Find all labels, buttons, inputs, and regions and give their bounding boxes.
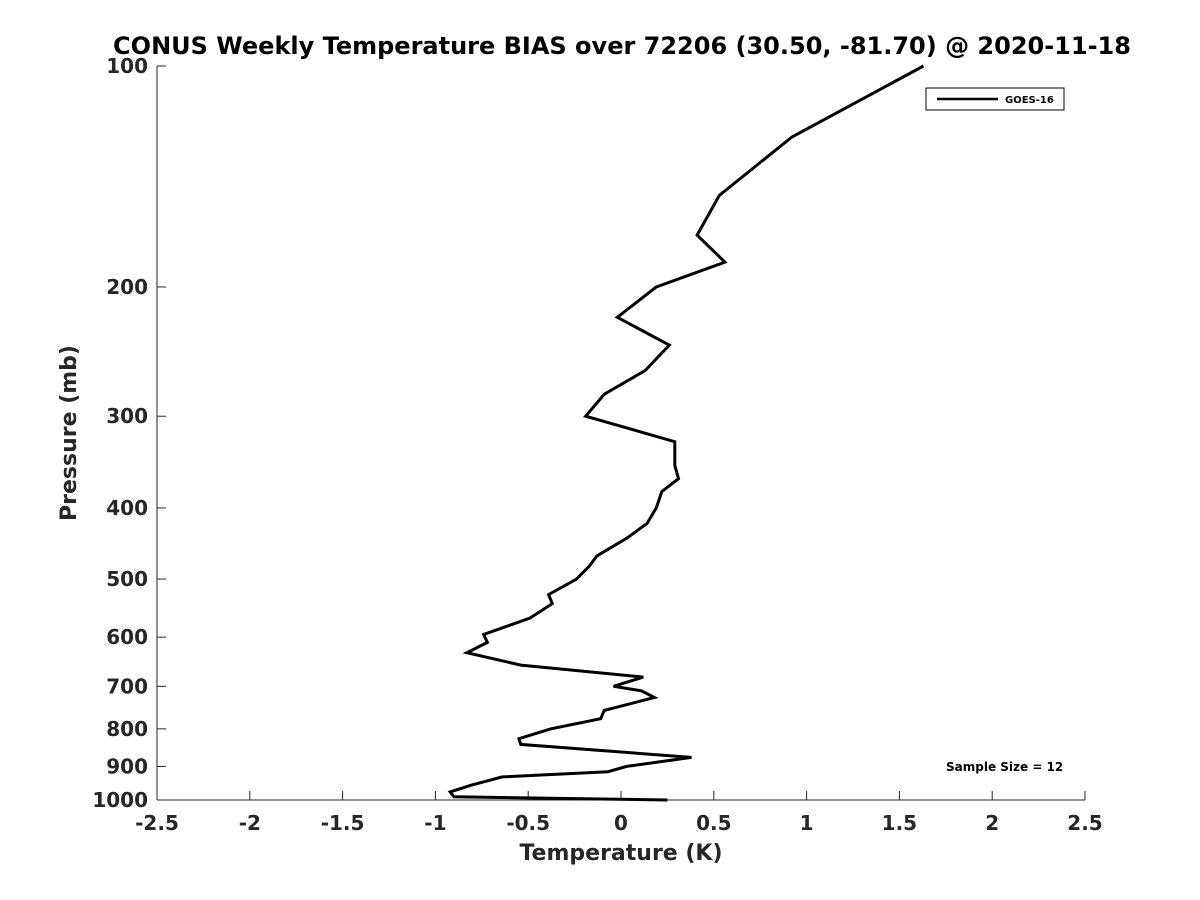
x-tick-label: -1.5: [321, 811, 365, 835]
y-tick-label: 300: [106, 404, 148, 428]
x-tick-label: 1: [800, 811, 814, 835]
y-tick-label: 600: [106, 625, 148, 649]
y-tick-label: 1000: [92, 788, 148, 812]
sample-size-annotation: Sample Size = 12: [946, 760, 1063, 774]
x-tick-label: -2: [239, 811, 261, 835]
x-tick-label: -1: [424, 811, 446, 835]
x-tick-label: 2.5: [1067, 811, 1102, 835]
y-tick-label: 100: [106, 54, 148, 78]
legend: GOES-16: [925, 87, 1065, 111]
legend-label-goes-16: GOES-16: [1005, 95, 1054, 106]
y-tick-label: 900: [106, 754, 148, 778]
x-tick-label: 0.5: [696, 811, 731, 835]
x-tick-label: 1.5: [882, 811, 917, 835]
x-tick-label: 0: [614, 811, 628, 835]
y-tick-label: 700: [106, 674, 148, 698]
chart-title: CONUS Weekly Temperature BIAS over 72206…: [113, 32, 1131, 60]
x-tick-label: -2.5: [135, 811, 179, 835]
x-tick-label: -0.5: [506, 811, 550, 835]
y-tick-label: 500: [106, 567, 148, 591]
y-tick-label: 800: [106, 717, 148, 741]
x-axis-label: Temperature (K): [519, 841, 722, 866]
y-ticks: 100 200 300 400 500 600 700 800 900 1000: [92, 54, 166, 812]
x-ticks: -2.5 -2 -1.5 -1 -0.5 0 0.5 1 1.5 2 2.5: [135, 791, 1103, 835]
series-line-goes-16: [447, 64, 925, 802]
y-axis-label: Pressure (mb): [57, 345, 82, 521]
x-tick-label: 2: [985, 811, 999, 835]
series-layer: [447, 64, 925, 802]
y-tick-label: 200: [106, 275, 148, 299]
y-tick-label: 400: [106, 496, 148, 520]
